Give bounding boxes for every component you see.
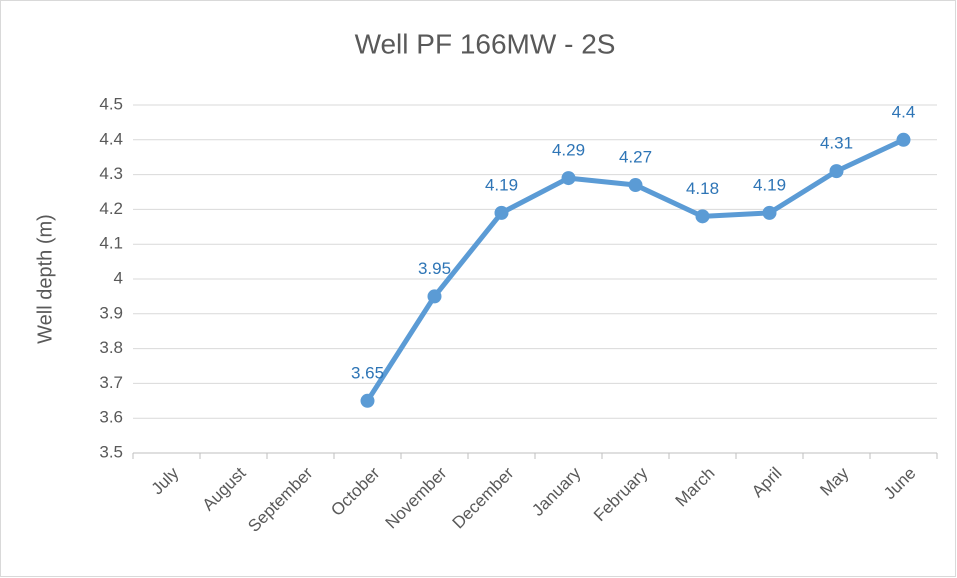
point: [494, 205, 509, 220]
point: [561, 171, 576, 186]
data-label: 3.65: [351, 363, 384, 382]
data-label: 4.18: [686, 179, 719, 198]
point: [628, 178, 643, 193]
y-tick-label: 4.4: [99, 129, 123, 148]
y-tick-label: 4.5: [99, 94, 123, 113]
point: [695, 209, 710, 224]
y-tick-label: 3.7: [99, 373, 123, 392]
point: [829, 164, 844, 179]
data-label: 4.4: [892, 102, 916, 121]
y-tick-label: 3.6: [99, 408, 123, 427]
chart-title: Well PF 166MW - 2S: [355, 28, 616, 59]
y-tick-label: 4.3: [99, 164, 123, 183]
y-tick-label: 3.5: [99, 442, 123, 461]
y-tick-label: 3.9: [99, 303, 123, 322]
data-label: 4.29: [552, 141, 585, 160]
data-label: 3.95: [418, 259, 451, 278]
data-label: 4.19: [485, 175, 518, 194]
data-label: 4.31: [820, 134, 853, 153]
data-label: 4.19: [753, 175, 786, 194]
y-tick-label: 4.2: [99, 199, 123, 218]
data-label: 4.27: [619, 148, 652, 167]
y-axis-label: Well depth (m): [34, 214, 56, 344]
point: [762, 205, 777, 220]
y-tick-label: 4: [114, 268, 123, 287]
point: [360, 393, 375, 408]
y-tick-label: 3.8: [99, 338, 123, 357]
point: [896, 132, 911, 147]
y-tick-label: 4.1: [99, 234, 123, 253]
point: [427, 289, 442, 304]
